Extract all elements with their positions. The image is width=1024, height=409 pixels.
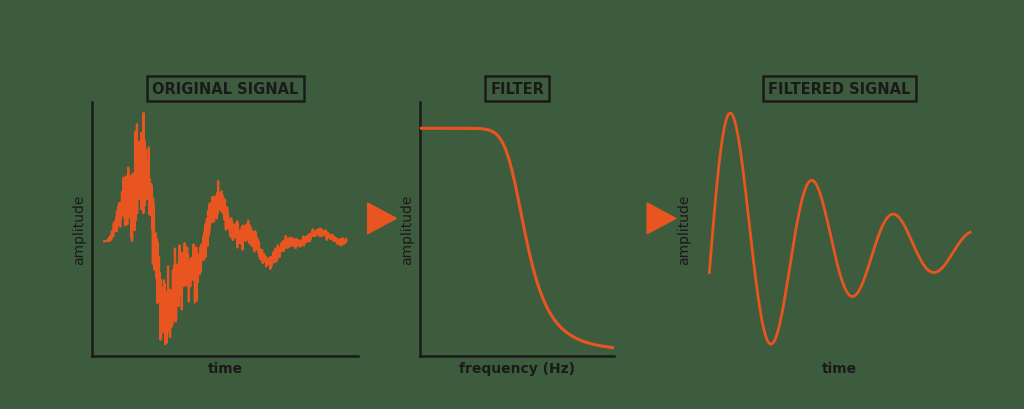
Title: FILTER: FILTER	[490, 82, 544, 97]
Y-axis label: amplitude: amplitude	[677, 194, 691, 264]
Y-axis label: amplitude: amplitude	[400, 194, 415, 264]
X-axis label: frequency (Hz): frequency (Hz)	[459, 362, 575, 375]
X-axis label: time: time	[208, 362, 243, 375]
Title: FILTERED SIGNAL: FILTERED SIGNAL	[768, 82, 911, 97]
X-axis label: time: time	[822, 362, 857, 375]
Title: ORIGINAL SIGNAL: ORIGINAL SIGNAL	[153, 82, 298, 97]
Y-axis label: amplitude: amplitude	[73, 194, 87, 264]
